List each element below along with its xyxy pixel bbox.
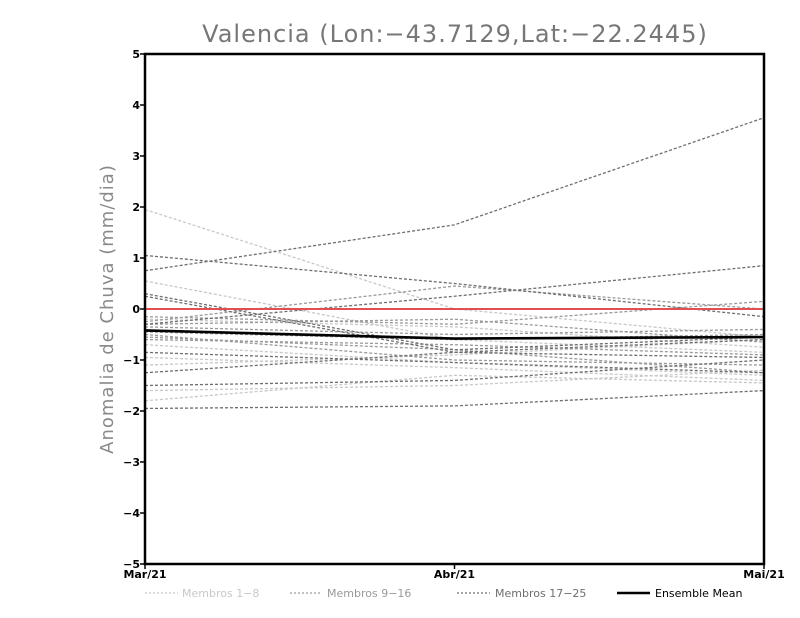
y-tick-label: 2 [132,201,140,214]
series-layer [144,117,765,410]
x-tick-label: Abr/21 [434,568,475,581]
member-line-g1-5 [144,338,765,366]
y-tick-label: 3 [132,150,140,163]
member-line-g1-8 [144,318,765,348]
y-tick-label: −3 [123,456,140,469]
y-axis-label: Anomalia de Chuva (mm/dia) [97,164,118,454]
y-tick-label: 5 [132,48,140,61]
y-tick-label: 1 [132,252,140,265]
legend-label-2: Membros 9−16 [327,587,411,600]
member-line-g1-4 [144,356,765,382]
legend: Membros 1−8 Membros 9−16 Membros 17−25 Ense… [145,587,742,600]
x-tick-label: Mai/21 [743,568,784,581]
y-tick-label: −4 [123,507,140,520]
member-line-g2-8 [144,338,765,356]
y-tick-label: −1 [123,354,140,367]
member-line-g3-7 [144,389,765,410]
member-line-g2-7 [144,333,765,366]
member-line-g2-2 [144,285,765,323]
axis-layer: −5 −4 −3 −2 −1 0 1 2 3 4 5 Mar/21 Abr/21 Mai/21 [123,48,785,581]
member-line-g1-3 [144,344,765,376]
member-line-g1-7 [144,374,765,402]
member-line-g3-3 [144,293,765,351]
x-tick-label: Mar/21 [123,568,166,581]
member-line-g2-6 [144,318,765,343]
member-line-g3-4 [144,295,765,354]
y-tick-label: 0 [132,303,140,316]
member-line-g1-6 [144,369,765,392]
legend-label-1: Membros 1−8 [182,587,259,600]
member-line-g2-4 [144,331,765,341]
y-tick-label: −5 [123,558,140,571]
member-line-g2-5 [144,336,765,374]
legend-label-4: Ensemble Mean [655,587,742,600]
member-line-g1-1 [144,208,765,338]
chart-title: Valencia (Lon:−43.7129,Lat:−22.2445) [202,20,708,48]
member-line-g3-5 [144,351,765,374]
mean-layer [144,329,765,340]
member-line-g3-6 [144,359,765,387]
member-line-g3-8 [144,351,765,374]
member-line-g3-1 [144,117,765,272]
legend-label-3: Membros 17−25 [495,587,586,600]
ensemble-mean-line [144,329,765,340]
member-line-g3-2 [144,254,765,318]
y-tick-label: −2 [123,405,140,418]
y-tick-label: 4 [132,99,140,112]
member-line-g3-9 [144,265,765,325]
member-line-g2-3 [144,326,765,336]
